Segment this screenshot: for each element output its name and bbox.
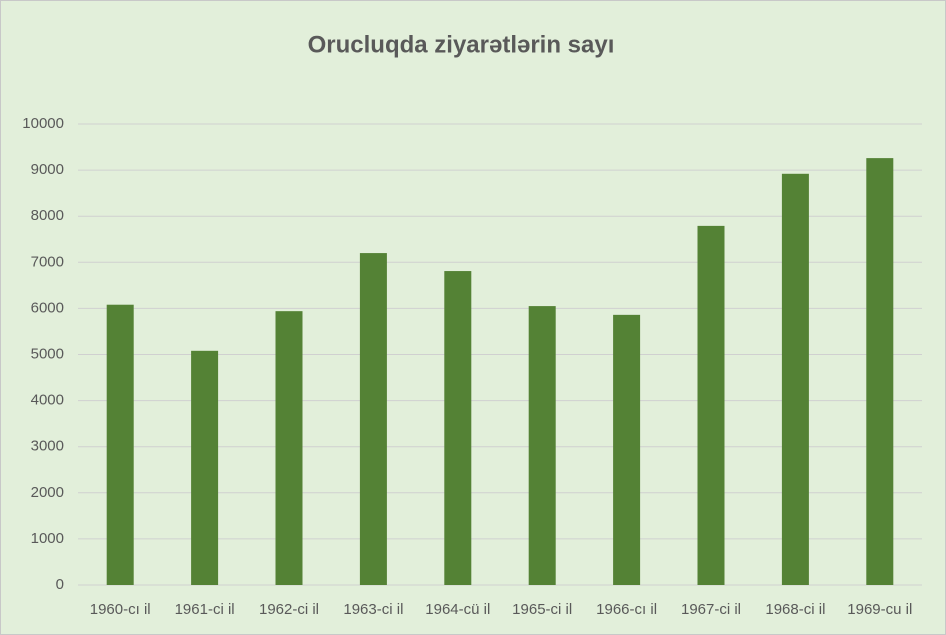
bar: [444, 271, 472, 585]
bar: [191, 350, 219, 585]
x-tick-label: 1969-cu il: [847, 601, 912, 618]
bar: [359, 253, 387, 585]
x-tick-label: 1964-cü il: [425, 601, 490, 618]
y-tick-label: 1000: [31, 530, 64, 547]
chart-title: Orucluqda ziyarətlərin sayı: [308, 31, 615, 58]
y-tick-label: 10000: [22, 115, 64, 132]
x-tick-label: 1962-ci il: [259, 601, 319, 618]
bar: [528, 306, 556, 585]
y-tick-label: 2000: [31, 484, 64, 501]
y-tick-label: 3000: [31, 438, 64, 455]
y-tick-label: 0: [56, 576, 64, 593]
bar: [866, 158, 894, 585]
y-tick-label: 9000: [31, 161, 64, 178]
x-tick-label: 1961-ci il: [175, 601, 235, 618]
y-tick-label: 7000: [31, 253, 64, 270]
x-tick-label: 1963-ci il: [343, 601, 403, 618]
y-tick-label: 4000: [31, 392, 64, 409]
bar: [106, 304, 134, 585]
bar: [781, 173, 809, 585]
x-tick-label: 1967-ci il: [681, 601, 741, 618]
y-tick-label: 6000: [31, 299, 64, 316]
y-tick-label: 8000: [31, 207, 64, 224]
bar: [697, 225, 725, 586]
x-tick-label: 1965-ci il: [512, 601, 572, 618]
bar: [275, 311, 303, 585]
y-tick-label: 5000: [31, 345, 64, 362]
x-tick-label: 1966-cı il: [596, 601, 657, 618]
x-tick-label: 1960-cı il: [90, 601, 151, 618]
bar: [613, 314, 641, 585]
x-tick-label: 1968-ci il: [765, 601, 825, 618]
